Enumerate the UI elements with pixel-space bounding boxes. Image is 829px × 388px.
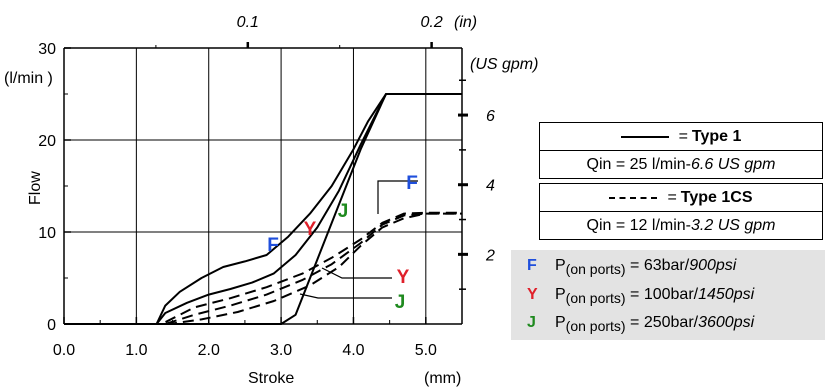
- legend-type1-qin-row: Qin = 25 l/min -6.6 US gpm: [540, 150, 822, 178]
- pressure-row-j: J P(on ports) = 250bar/3600psi: [527, 314, 754, 334]
- x-tick-label: 5.0: [415, 342, 437, 359]
- series-line-solid-f: [64, 93, 462, 325]
- series-marker-j: J: [338, 201, 349, 222]
- series-marker-f: F: [406, 173, 418, 194]
- legend-type1-qin: Qin = 25 l/min: [586, 155, 686, 173]
- dashed-line-swatch: [609, 196, 658, 199]
- solid-line-swatch: [620, 135, 669, 138]
- pressure-p: P: [555, 257, 566, 274]
- legend-type1cs-row: = Type 1CS: [540, 184, 822, 211]
- tick-labels: 0.0 1.0 2.0 3.0 4.0 5.0 0 10 20 30 0.1 0.2 2 4 6: [38, 14, 495, 359]
- legend-type1-qin-us: 6.6 US gpm: [691, 155, 776, 173]
- x-tick-label: 3.0: [270, 342, 292, 359]
- pressure-value: = 63bar/: [625, 257, 690, 274]
- x-axis-label: Stroke: [248, 370, 294, 387]
- y-tick-label: 10: [38, 225, 56, 242]
- pressure-sub: (on ports): [565, 318, 626, 334]
- legend-type1cs-qin-us: 3.2 US gpm: [691, 216, 776, 234]
- pressure-letter-f: F: [527, 257, 537, 274]
- callout-line-f: [377, 180, 418, 214]
- y-tick-label: 20: [38, 133, 56, 150]
- y-axis-label: Flow: [27, 171, 44, 205]
- y2-tick-label: 2: [485, 247, 495, 264]
- legend-type1cs-dash: -: [685, 216, 691, 234]
- x2-axis-unit: (in): [454, 14, 477, 31]
- pressure-value: = 100bar/: [625, 286, 699, 303]
- pressure-sub: (on ports): [565, 261, 626, 277]
- pressure-letter-y: Y: [527, 286, 538, 303]
- x-tick-label: 1.0: [125, 342, 147, 359]
- legend-type1cs-name: Type 1CS: [680, 188, 753, 206]
- series-marker-y: Y: [304, 219, 317, 240]
- x-tick-label: 2.0: [198, 342, 220, 359]
- pressure-p: P: [555, 286, 566, 303]
- legend-type1-name: Type 1: [691, 127, 742, 145]
- pressure-letter-j: J: [527, 314, 536, 331]
- pressure-sub: (on ports): [565, 290, 626, 306]
- pressure-panel: F P(on ports) = 63bar/900psi Y P(on ports)…: [511, 250, 825, 340]
- pressure-value-us: 1450psi: [698, 286, 755, 303]
- legend-equals: =: [667, 188, 677, 206]
- callout-line-y: [321, 267, 392, 279]
- pressure-row-f: F P(on ports) = 63bar/900psi: [527, 257, 736, 277]
- callout-line-j: [299, 293, 392, 299]
- series-marker-f: F: [267, 235, 279, 256]
- legend-type1-dash: -: [685, 155, 691, 173]
- legend-equals: =: [678, 127, 688, 145]
- y2-tick-label: 4: [486, 178, 495, 195]
- legend-type1cs-box: = Type 1CS Qin = 12 l/min -3.2 US gpm: [539, 183, 823, 240]
- series-marker-y: Y: [397, 267, 410, 288]
- pressure-value: = 250bar/: [625, 314, 699, 331]
- series-line-dashed-y: [64, 212, 462, 325]
- series-layer: [64, 93, 462, 325]
- series-line-solid-y: [64, 93, 462, 325]
- legend-type1-box: = Type 1 Qin = 25 l/min -6.6 US gpm: [539, 122, 823, 179]
- x-tick-label: 0.0: [53, 342, 75, 359]
- top-tick-label: 0.1: [237, 14, 259, 31]
- top-tick-label: 0.2: [420, 14, 442, 31]
- pressure-p: P: [555, 314, 566, 331]
- pressure-value-us: 3600psi: [698, 314, 755, 331]
- x-tick-label: 4.0: [342, 342, 364, 359]
- series-line-solid-j: [64, 93, 462, 325]
- legend-type1cs-qin: Qin = 12 l/min: [586, 216, 686, 234]
- y2-axis-unit: (US gpm): [470, 56, 538, 73]
- y-tick-label: 0: [47, 317, 56, 334]
- legend-type1cs-qin-row: Qin = 12 l/min -3.2 US gpm: [540, 211, 822, 239]
- series-marker-j: J: [395, 292, 406, 313]
- pressure-value-us: 900psi: [689, 257, 737, 274]
- y-tick-label: 30: [38, 41, 56, 58]
- pressure-row-y: Y P(on ports) = 100bar/1450psi: [527, 286, 754, 306]
- x-axis-unit: (mm): [424, 370, 461, 387]
- y-axis-unit: (l/min ): [4, 70, 53, 87]
- y2-tick-label: 6: [486, 108, 495, 125]
- series-line-dashed-f: [64, 211, 462, 325]
- legend-type1-row: = Type 1: [540, 123, 822, 150]
- axes: [63, 42, 468, 325]
